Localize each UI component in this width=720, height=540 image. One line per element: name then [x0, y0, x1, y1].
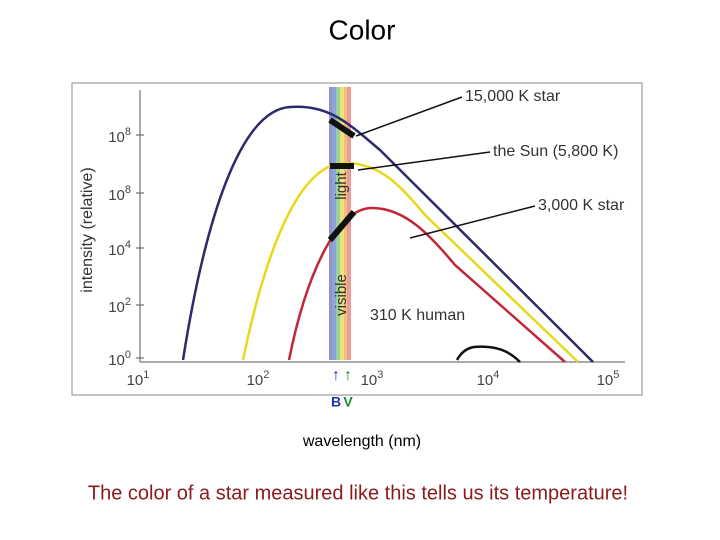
tick-label: 102 — [247, 369, 270, 389]
annotation: 15,000 K star — [465, 88, 561, 105]
y-axis-label: intensity (relative) — [79, 167, 96, 292]
tick-base: 10 — [108, 242, 125, 259]
band-label: visible — [333, 274, 350, 316]
tick-label: 101 — [127, 369, 150, 389]
tick-exponent: 2 — [125, 296, 131, 308]
tick-base: 10 — [597, 372, 614, 389]
tick-exponent: 1 — [143, 369, 149, 381]
title: Color — [329, 14, 396, 45]
tick-base: 10 — [108, 187, 125, 204]
tick-base: 10 — [108, 352, 125, 369]
annotation: 310 K human — [370, 307, 465, 324]
tick-label: 108 — [108, 126, 131, 146]
annotation: 3,000 K star — [538, 197, 625, 214]
annotation: the Sun (5,800 K) — [493, 143, 618, 160]
tick-base: 10 — [361, 372, 378, 389]
tick-base: 10 — [108, 129, 125, 146]
tick-base: 10 — [108, 299, 125, 316]
y-tick-marks — [136, 134, 144, 359]
tick-label: 103 — [361, 369, 384, 389]
letter-b: B — [331, 394, 341, 410]
tick-label: 100 — [108, 349, 131, 369]
tick-label: 104 — [108, 239, 131, 259]
tick-exponent: 4 — [125, 239, 131, 251]
tick-exponent: 4 — [493, 369, 499, 381]
leaders — [327, 96, 536, 242]
tick-label: 105 — [597, 369, 620, 389]
annotations: 15,000 K star the Sun (5,800 K) 3,000 K … — [370, 88, 625, 324]
x-axis-label: wavelength (nm) — [302, 433, 421, 450]
tick-label: 108 — [108, 184, 131, 204]
caption: The color of a star measured like this t… — [88, 482, 628, 504]
tick-label: 102 — [108, 296, 131, 316]
letter-v: V — [343, 394, 353, 410]
tick-exponent: 5 — [613, 369, 619, 381]
band-label: light — [333, 171, 350, 199]
tick-exponent: 2 — [263, 369, 269, 381]
arrow-b: ↑ — [332, 367, 340, 384]
tick-exponent: 8 — [125, 126, 131, 138]
tick-base: 10 — [127, 372, 144, 389]
tick-label: 104 — [477, 369, 500, 389]
tick-base: 10 — [477, 372, 494, 389]
tick-base: 10 — [247, 372, 264, 389]
tick-exponent: 0 — [125, 349, 131, 361]
tick-exponent: 8 — [125, 184, 131, 196]
x-tick-labels: 101 102 103 104 105 — [127, 369, 620, 389]
arrow-v: ↑ — [344, 367, 352, 384]
tick-exponent: 3 — [377, 369, 383, 381]
